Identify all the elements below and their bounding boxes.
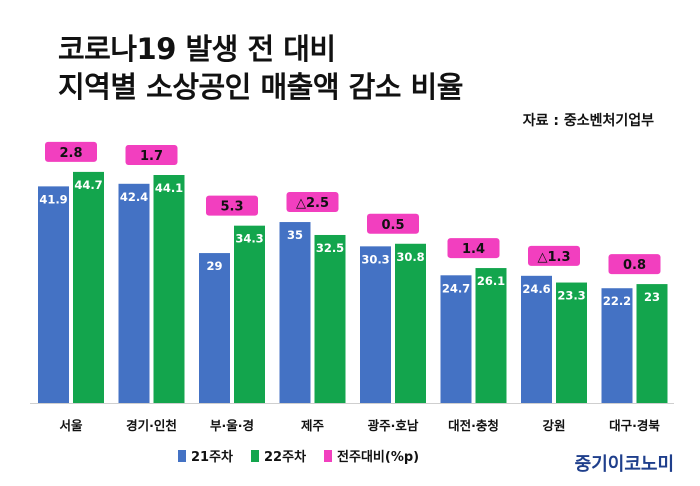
category-label-6: 강원 <box>542 418 565 433</box>
chart-title: 코로나19 발생 전 대비 지역별 소상공인 매출액 감소 비율 <box>58 30 463 106</box>
bar-value-label-1-0: 41.9 <box>39 192 67 206</box>
change-badge-label-1: 1.7 <box>140 149 163 164</box>
bar-value-label-2-4: 30.8 <box>396 250 424 264</box>
bar-2-2 <box>234 225 265 403</box>
legend-label-change: 전주대비(%p) <box>337 450 420 465</box>
bar-2-7 <box>636 284 668 403</box>
change-badge-0 <box>45 141 97 162</box>
category-label-7: 대구·경북 <box>609 418 660 433</box>
legend-swatch-change <box>324 449 333 462</box>
bar-value-label-2-6: 23.3 <box>557 289 585 303</box>
legend-label-series2: 22주차 <box>264 450 307 465</box>
bar-1-6 <box>521 275 552 403</box>
source-note: 자료 : 중소벤처기업부 <box>522 113 654 129</box>
bar-1-2 <box>199 253 230 403</box>
bar-value-label-2-2: 34.3 <box>235 232 263 246</box>
category-label-5: 대전·충청 <box>448 418 499 433</box>
category-label-3: 제주 <box>301 418 325 433</box>
bar-1-4 <box>360 246 391 403</box>
bar-2-4 <box>395 243 426 403</box>
category-label-2: 부·울·경 <box>210 418 254 433</box>
legend-item-series1: 21주차 <box>178 446 233 465</box>
bar-value-label-1-1: 42.4 <box>120 190 148 204</box>
change-badge-4 <box>367 213 419 234</box>
category-label-1: 경기·인천 <box>126 418 177 433</box>
change-badge-label-3: △2.5 <box>296 196 329 211</box>
bar-value-label-2-5: 26.1 <box>477 274 505 288</box>
bar-1-0 <box>38 186 69 403</box>
change-badge-label-2: 5.3 <box>220 200 243 215</box>
change-badge-label-0: 2.8 <box>59 146 82 161</box>
bar-2-1 <box>153 175 185 403</box>
legend-swatch-series2 <box>251 449 260 462</box>
title-line-2: 지역별 소상공인 매출액 감소 비율 <box>58 70 463 104</box>
bar-2-6 <box>556 282 587 403</box>
bar-1-7 <box>601 288 633 403</box>
bar-value-label-1-4: 30.3 <box>361 252 389 266</box>
change-badge-label-5: 1.4 <box>462 242 485 257</box>
bar-2-3 <box>314 234 346 403</box>
bar-value-label-1-2: 29 <box>206 259 222 273</box>
change-badge-7 <box>608 254 661 275</box>
change-badge-5 <box>447 238 500 259</box>
change-badge-6 <box>528 245 580 266</box>
bar-value-label-2-1: 44.1 <box>155 181 183 195</box>
change-badge-1 <box>125 145 178 166</box>
legend: 21주차 22주차 전주대비(%p) <box>178 446 419 465</box>
change-badge-label-6: △1.3 <box>537 250 570 265</box>
change-badge-3 <box>286 192 339 213</box>
bar-value-label-1-3: 35 <box>287 228 303 242</box>
bar-value-label-1-6: 24.6 <box>522 282 550 296</box>
bar-1-1 <box>118 183 150 403</box>
legend-swatch-series1 <box>178 449 186 462</box>
change-badge-label-7: 0.8 <box>623 258 646 273</box>
bar-value-label-1-5: 24.7 <box>442 281 470 295</box>
legend-label-series1: 21주차 <box>191 450 234 465</box>
legend-item-series2: 22주차 <box>251 446 306 465</box>
bar-1-5 <box>440 275 472 403</box>
change-badge-2 <box>206 195 258 216</box>
category-label-4: 광주·호남 <box>368 418 419 433</box>
bar-value-label-2-7: 23 <box>644 290 660 304</box>
bar-value-label-2-3: 32.5 <box>316 241 344 255</box>
legend-item-change: 전주대비(%p) <box>324 446 419 465</box>
title-line-1: 코로나19 발생 전 대비 <box>58 32 336 66</box>
bar-2-5 <box>475 268 507 403</box>
change-badge-label-4: 0.5 <box>381 218 404 233</box>
category-label-0: 서울 <box>59 418 83 433</box>
bar-value-label-1-7: 22.2 <box>603 294 631 308</box>
bar-1-3 <box>279 222 311 403</box>
bar-2-0 <box>73 171 104 403</box>
bar-value-label-2-0: 44.7 <box>74 178 102 192</box>
brand-logo: 중기이코노미 <box>574 454 674 475</box>
